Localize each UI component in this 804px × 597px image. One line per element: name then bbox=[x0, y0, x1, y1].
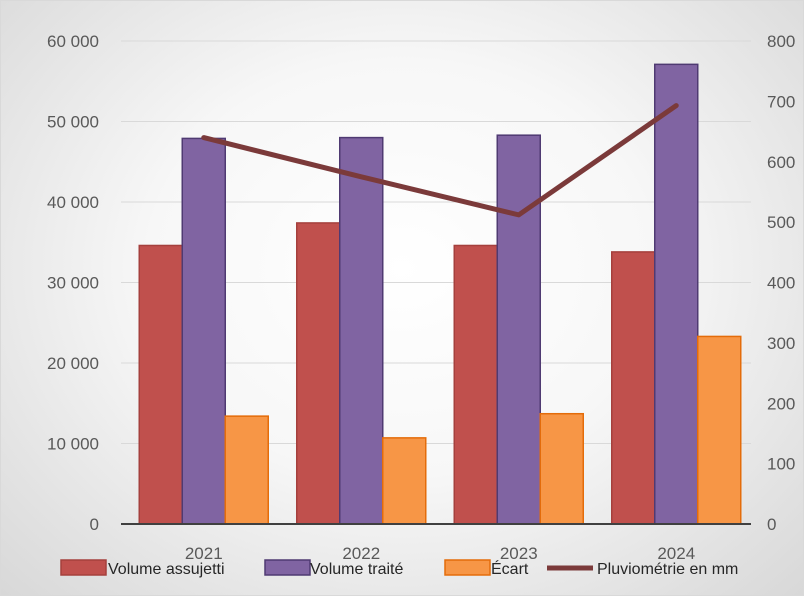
bar--cart bbox=[383, 438, 426, 524]
bar-volume-trait- bbox=[340, 138, 383, 524]
legend-label: Écart bbox=[491, 559, 529, 578]
legend-swatch bbox=[445, 560, 490, 575]
right-y-tick-label: 600 bbox=[767, 153, 795, 172]
bar-volume-assujetti bbox=[297, 223, 340, 524]
bars bbox=[139, 64, 741, 524]
legend-label: Pluviométrie en mm bbox=[597, 561, 738, 578]
legend-label: Volume assujetti bbox=[108, 561, 225, 578]
left-y-tick-label: 60 000 bbox=[47, 32, 99, 51]
bar-volume-trait- bbox=[497, 135, 540, 524]
bar-volume-assujetti bbox=[139, 245, 182, 524]
bar--cart bbox=[540, 414, 583, 524]
bar-volume-trait- bbox=[182, 138, 225, 524]
left-y-axis: 0 10 000 20 000 30 000 40 000 50 000 60 000 bbox=[47, 32, 99, 534]
bar-volume-assujetti bbox=[454, 245, 497, 524]
bar--cart bbox=[698, 336, 741, 524]
right-y-tick-label: 800 bbox=[767, 32, 795, 51]
bar--cart bbox=[225, 416, 268, 524]
legend-swatch bbox=[61, 560, 106, 575]
left-y-tick-label: 0 bbox=[90, 515, 99, 534]
bar-volume-assujetti bbox=[612, 252, 655, 524]
legend-swatch bbox=[265, 560, 310, 575]
right-y-tick-label: 200 bbox=[767, 394, 795, 413]
right-y-tick-label: 300 bbox=[767, 334, 795, 353]
legend-label: Volume traité bbox=[310, 561, 403, 578]
legend: Volume assujetti Volume traité Écart Pluvio… bbox=[61, 559, 738, 578]
left-y-tick-label: 20 000 bbox=[47, 354, 99, 373]
right-y-tick-label: 400 bbox=[767, 274, 795, 293]
bar-volume-trait- bbox=[655, 64, 698, 524]
left-y-tick-label: 50 000 bbox=[47, 113, 99, 132]
right-y-tick-label: 700 bbox=[767, 92, 795, 111]
right-y-tick-label: 100 bbox=[767, 455, 795, 474]
left-y-tick-label: 10 000 bbox=[47, 435, 99, 454]
right-y-axis: 0 100 200 300 400 500 600 700 800 bbox=[767, 32, 795, 534]
right-y-tick-label: 0 bbox=[767, 515, 776, 534]
left-y-tick-label: 40 000 bbox=[47, 193, 99, 212]
right-y-tick-label: 500 bbox=[767, 213, 795, 232]
left-y-tick-label: 30 000 bbox=[47, 274, 99, 293]
